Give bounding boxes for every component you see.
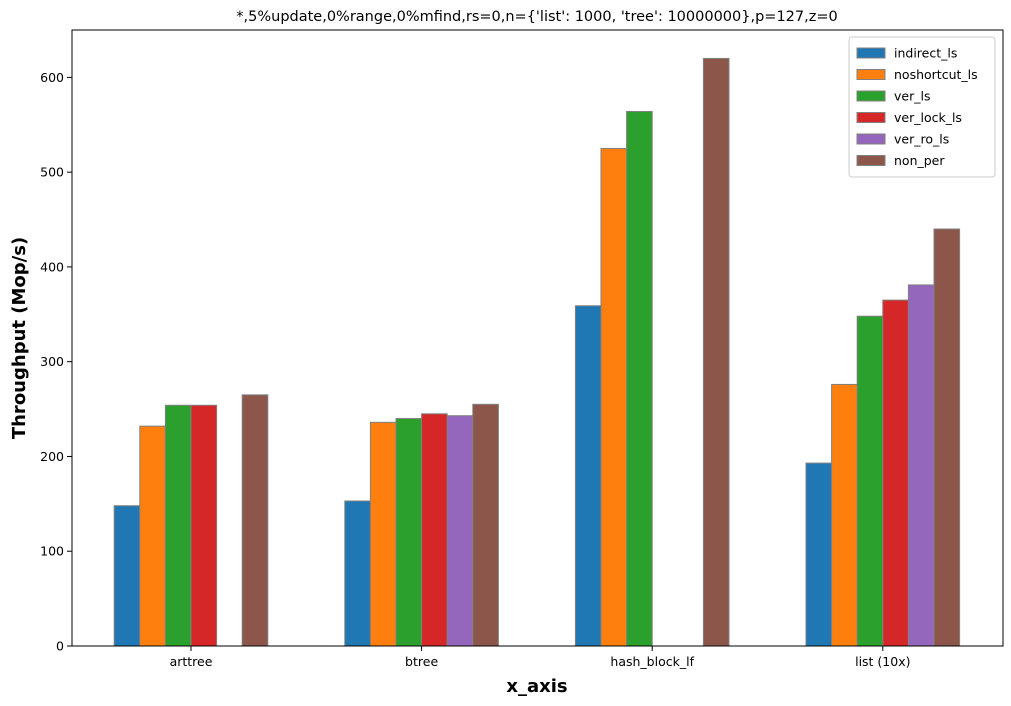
bar-indirect_ls-1 (344, 500, 371, 647)
y-tick-label: 0 (56, 639, 64, 654)
bar-noshortcut_ls-3 (831, 383, 858, 647)
x-axis-ticks: arttree btree hash_block_lf list (10x) (170, 646, 910, 669)
legend-label-noshortcut_ls: noshortcut_ls (894, 67, 978, 82)
bar-non_per-3 (933, 228, 961, 647)
bar-indirect_ls-0 (113, 505, 141, 647)
bar-ver_ls-2 (626, 111, 653, 647)
y-tick-label: 200 (40, 449, 64, 464)
y-tick-label: 100 (40, 544, 64, 559)
bar-noshortcut_ls-2 (600, 147, 628, 647)
x-tick-label: btree (405, 654, 438, 669)
bar-noshortcut_ls-1 (369, 421, 397, 647)
y-axis-ticks: 0 100 200 300 400 500 600 (40, 70, 72, 654)
legend-swatch-indirect_ls (856, 47, 886, 59)
legend-swatch-ver_lock_ls (856, 112, 886, 123)
bar-ver_lock_ls-3 (882, 299, 909, 647)
legend-swatch-ver_ro_ls (856, 133, 886, 145)
bar-ver_lock_ls-0 (190, 404, 218, 647)
y-tick-label: 500 (40, 165, 64, 180)
bar-ver_ls-1 (395, 418, 423, 647)
bar-ver_ro_ls-1 (446, 415, 474, 647)
bar-noshortcut_ls-0 (139, 425, 166, 647)
legend-label-indirect_ls: indirect_ls (894, 46, 957, 61)
bar-ver_ro_ls-3 (907, 284, 935, 647)
bars-group (113, 57, 961, 647)
x-tick-label: arttree (170, 654, 213, 669)
x-tick-label: list (10x) (855, 654, 910, 669)
y-tick-label: 400 (40, 259, 64, 274)
chart-title: *,5%update,0%range,0%mfind,rs=0,n={'list… (236, 9, 837, 25)
y-tick-label: 300 (40, 354, 64, 369)
legend-swatch-ver_ls (856, 90, 886, 102)
bar-indirect_ls-3 (805, 462, 833, 647)
legend: indirect_ls noshortcut_ls ver_ls ver_lock_l… (848, 36, 996, 178)
bar-non_per-2 (702, 57, 730, 647)
bar-ver_ls-3 (856, 315, 884, 647)
legend-label-ver_ro_ls: ver_ro_ls (894, 132, 949, 147)
legend-swatch-non_per (856, 155, 886, 166)
bar-ver_lock_ls-1 (421, 413, 448, 647)
x-axis-label: x_axis (506, 676, 567, 697)
legend-label-non_per: non_per (894, 153, 945, 168)
x-tick-label: hash_block_lf (610, 654, 694, 669)
y-tick-label: 600 (40, 70, 64, 85)
bar-ver_ls-0 (164, 404, 192, 647)
bar-non_per-0 (241, 394, 269, 647)
bar-non_per-1 (472, 403, 499, 647)
legend-swatch-noshortcut_ls (856, 69, 886, 80)
legend-label-ver_ls: ver_ls (894, 89, 930, 104)
legend-label-ver_lock_ls: ver_lock_ls (894, 110, 962, 125)
bar-indirect_ls-2 (574, 305, 602, 647)
y-axis-label: Throughput (Mop/s) (9, 237, 30, 439)
plot-frame (71, 29, 1004, 647)
